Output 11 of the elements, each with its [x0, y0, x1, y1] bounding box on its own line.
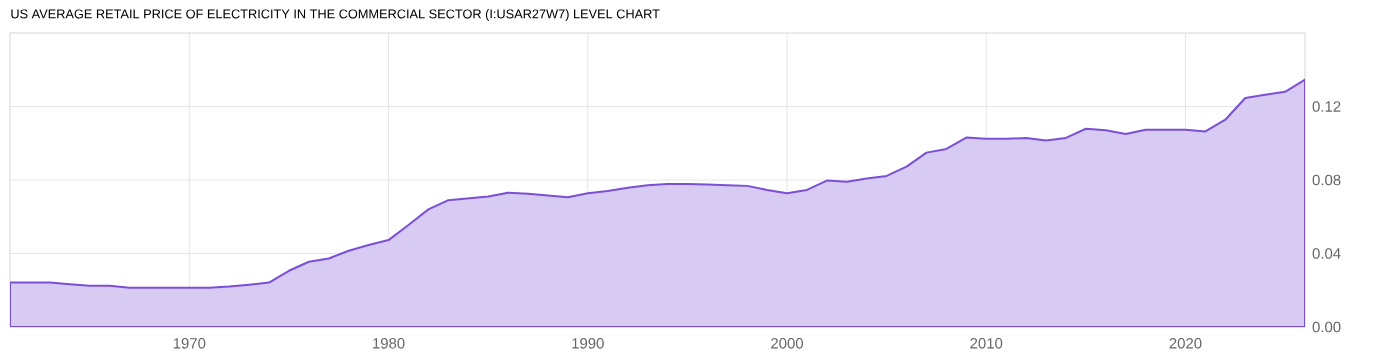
y-tick-label: 0.12 [1312, 101, 1341, 112]
x-tick-label: 1990 [572, 338, 604, 349]
y-tick-label: 0.08 [1312, 174, 1341, 186]
x-tick-label: 1970 [173, 338, 206, 349]
y-tick-label: 0.04 [1312, 248, 1341, 259]
x-tick-label: 2000 [771, 338, 804, 349]
x-tick-label: 2010 [970, 338, 1003, 349]
chart-title: US AVERAGE RETAIL PRICE OF ELECTRICITY IN THE COMMERCIAL SECTOR (I:USAR27W7) LEVEL CHART [11, 9, 660, 21]
y-tick-label: 0.00 [1312, 321, 1341, 333]
x-tick-label: 2020 [1169, 338, 1202, 349]
x-tick-label: 1980 [373, 338, 405, 349]
